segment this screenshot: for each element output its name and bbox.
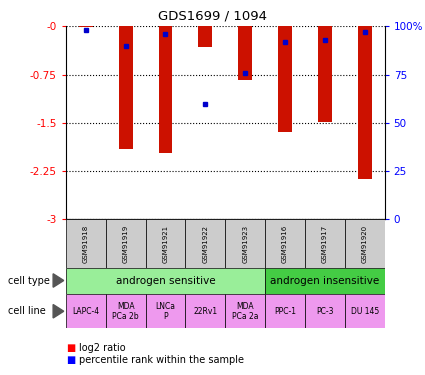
Bar [358, 26, 372, 179]
Text: GDS1699 / 1094: GDS1699 / 1094 [158, 9, 267, 22]
Text: PC-3: PC-3 [316, 307, 334, 316]
Bar [159, 26, 173, 153]
Bar [66, 268, 265, 294]
Text: LNCa
P: LNCa P [156, 302, 176, 321]
Text: GSM91918: GSM91918 [83, 225, 89, 263]
Text: MDA
PCa 2b: MDA PCa 2b [112, 302, 139, 321]
Bar [106, 219, 145, 268]
Text: cell line: cell line [8, 306, 46, 316]
Text: androgen sensitive: androgen sensitive [116, 276, 215, 286]
Text: GSM91916: GSM91916 [282, 225, 288, 263]
Bar [185, 294, 225, 328]
Bar [265, 294, 305, 328]
Text: ■: ■ [66, 343, 75, 353]
Text: LAPC-4: LAPC-4 [72, 307, 99, 316]
Bar [305, 294, 345, 328]
Bar [278, 26, 292, 132]
Text: PPC-1: PPC-1 [274, 307, 296, 316]
Text: DU 145: DU 145 [351, 307, 379, 316]
Text: GSM91920: GSM91920 [362, 225, 368, 263]
Text: 22Rv1: 22Rv1 [193, 307, 218, 316]
Bar [79, 26, 93, 27]
Bar [145, 219, 185, 268]
Text: GSM91917: GSM91917 [322, 225, 328, 263]
Text: ■: ■ [66, 355, 75, 365]
Text: GSM91922: GSM91922 [202, 225, 208, 263]
Bar [305, 219, 345, 268]
Bar [265, 268, 385, 294]
Text: cell type: cell type [8, 276, 51, 285]
Text: androgen insensitive: androgen insensitive [270, 276, 380, 286]
Bar [345, 294, 385, 328]
Bar [66, 219, 106, 268]
Bar [238, 26, 252, 80]
Text: GSM91921: GSM91921 [162, 225, 168, 263]
Bar [145, 294, 185, 328]
Bar [345, 219, 385, 268]
Bar [66, 294, 106, 328]
Text: GSM91919: GSM91919 [123, 225, 129, 263]
Bar [225, 219, 265, 268]
Bar [119, 26, 133, 148]
Bar [185, 219, 225, 268]
Bar [265, 219, 305, 268]
Text: GSM91923: GSM91923 [242, 225, 248, 263]
Bar [106, 294, 145, 328]
Text: percentile rank within the sample: percentile rank within the sample [79, 355, 244, 365]
Bar [198, 26, 212, 48]
Bar [318, 26, 332, 122]
Bar [225, 294, 265, 328]
Text: log2 ratio: log2 ratio [79, 343, 125, 353]
Text: MDA
PCa 2a: MDA PCa 2a [232, 302, 258, 321]
